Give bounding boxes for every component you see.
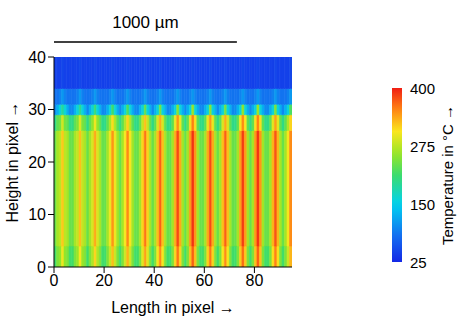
svg-text:0: 0 (50, 272, 59, 289)
svg-text:1000 µm: 1000 µm (112, 13, 179, 32)
svg-text:150: 150 (410, 196, 435, 213)
svg-text:25: 25 (410, 254, 427, 271)
svg-text:Height in pixel →: Height in pixel → (4, 102, 21, 223)
svg-text:10: 10 (28, 206, 46, 223)
svg-text:275: 275 (410, 138, 435, 155)
svg-text:0: 0 (37, 259, 46, 276)
svg-text:Length in pixel →: Length in pixel → (111, 299, 235, 316)
svg-text:20: 20 (95, 272, 113, 289)
svg-text:400: 400 (410, 80, 435, 97)
svg-text:Temperature in °C →: Temperature in °C → (439, 105, 456, 245)
svg-text:40: 40 (28, 49, 46, 66)
svg-text:40: 40 (145, 272, 163, 289)
svg-text:60: 60 (195, 272, 213, 289)
svg-text:80: 80 (246, 272, 264, 289)
svg-text:20: 20 (28, 154, 46, 171)
svg-text:30: 30 (28, 101, 46, 118)
